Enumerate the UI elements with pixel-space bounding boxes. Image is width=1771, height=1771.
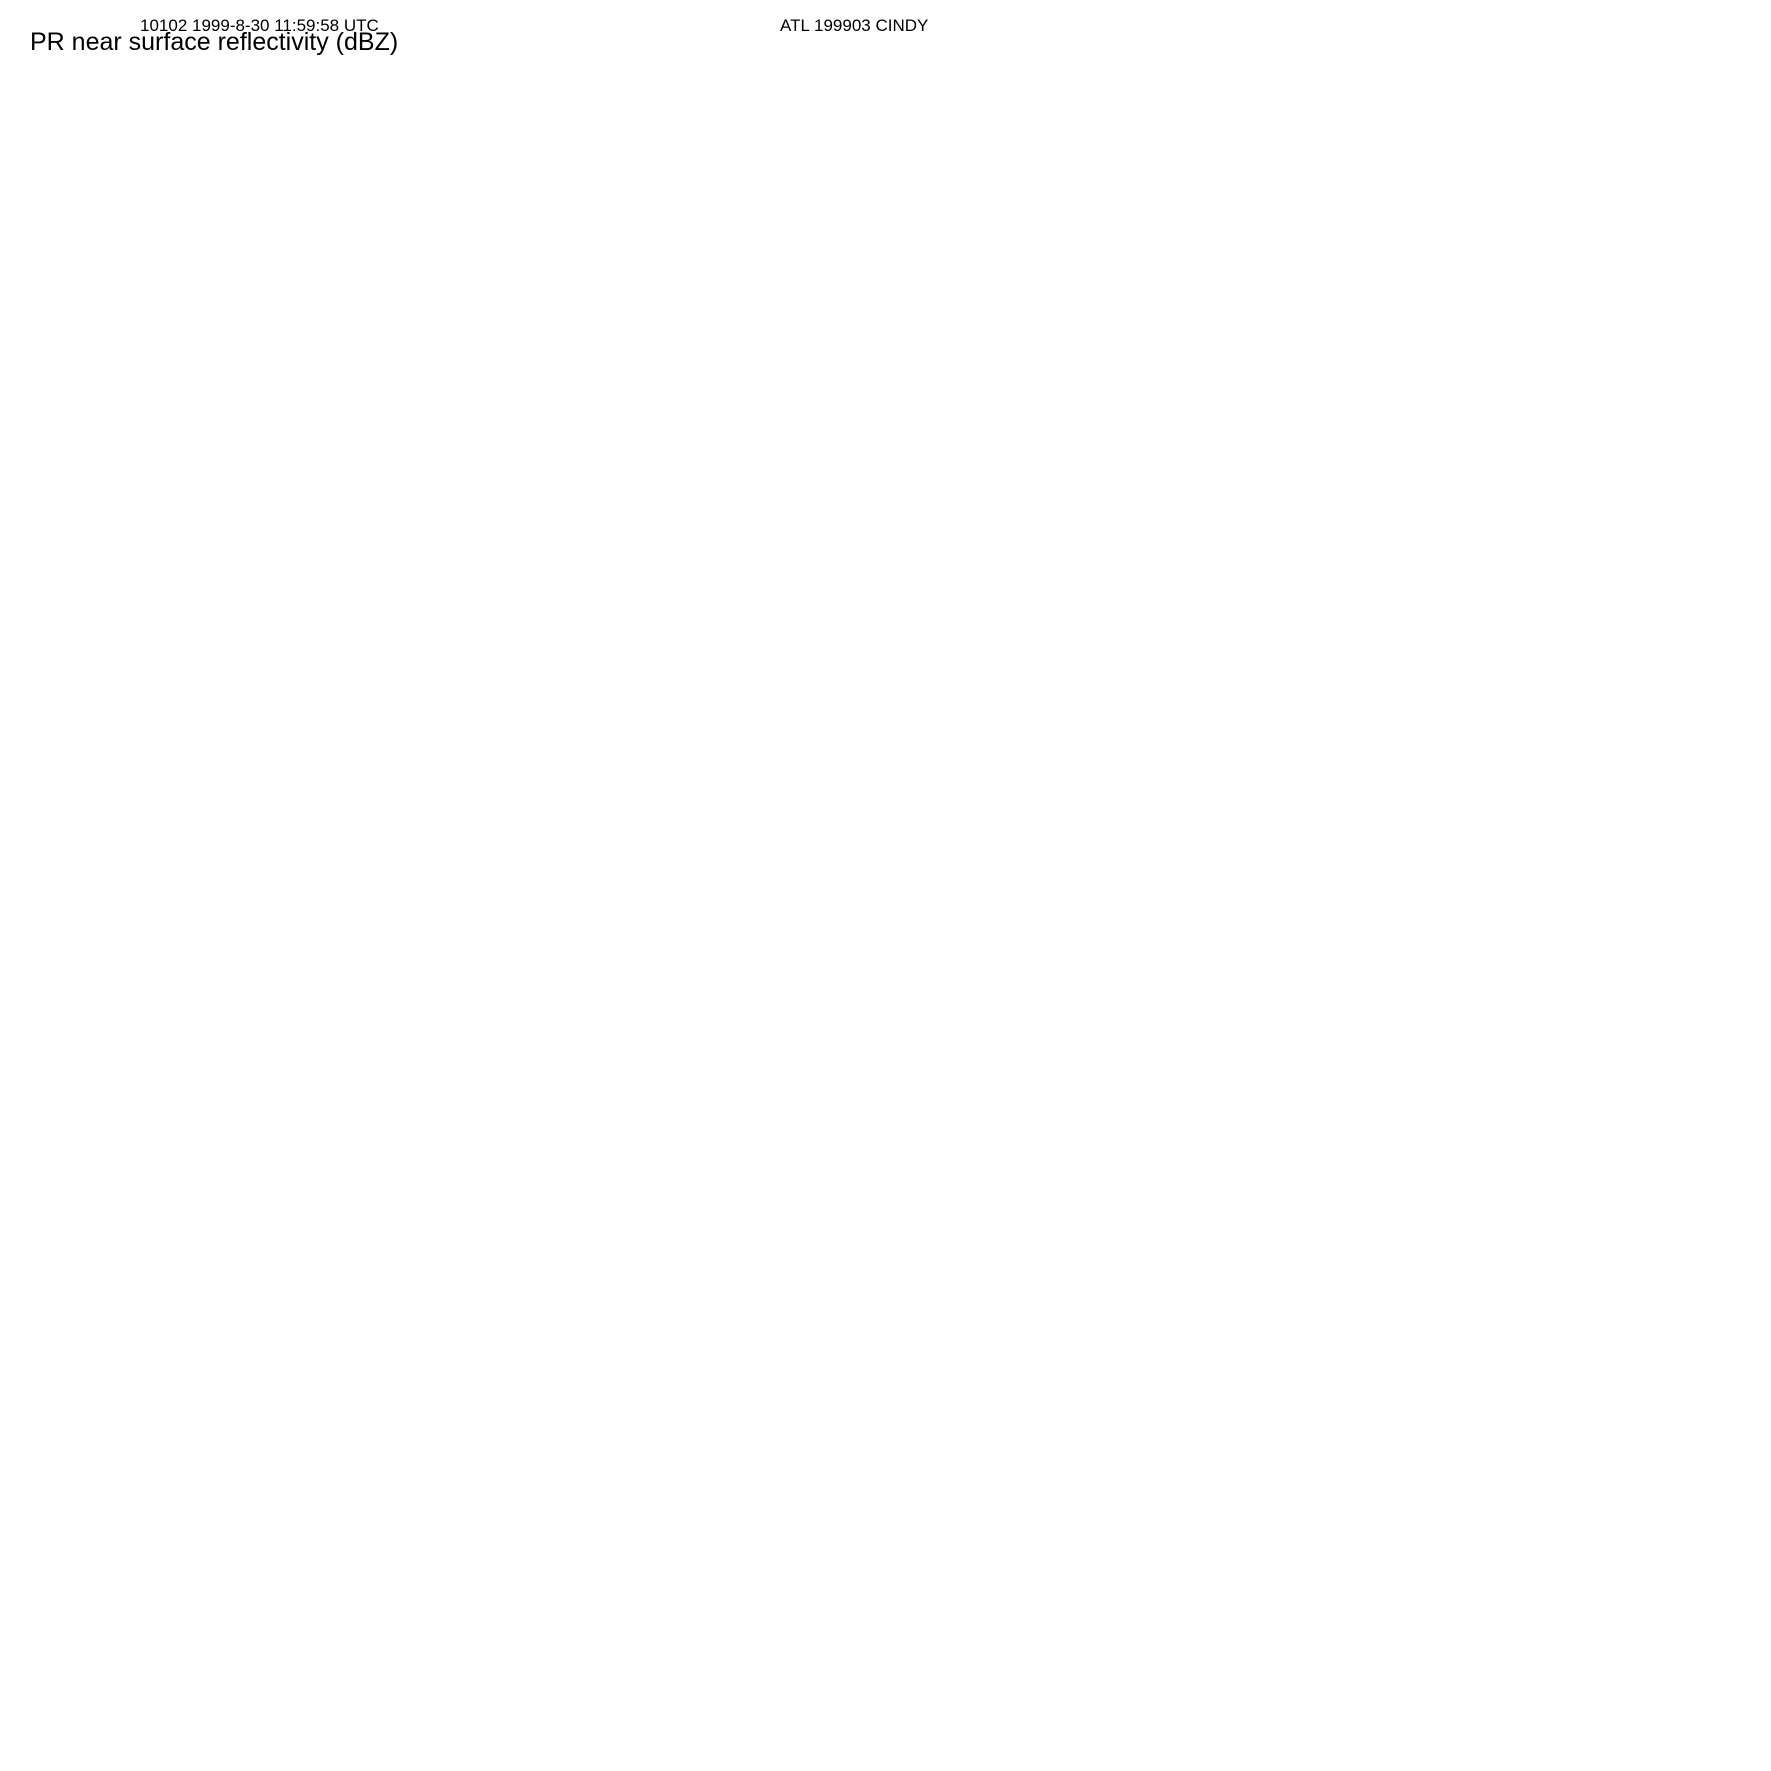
data-layer-a <box>0 60 470 530</box>
panel-a: PR near surface reflectivity (dBZ) <box>0 28 520 530</box>
map-a <box>0 60 470 530</box>
header-timestamp: 10102 1999-8-30 11:59:58 UTC <box>140 16 379 35</box>
header-storm-id: ATL 199903 CINDY <box>780 16 929 35</box>
panel-title-a: PR near surface reflectivity (dBZ) <box>30 28 399 56</box>
